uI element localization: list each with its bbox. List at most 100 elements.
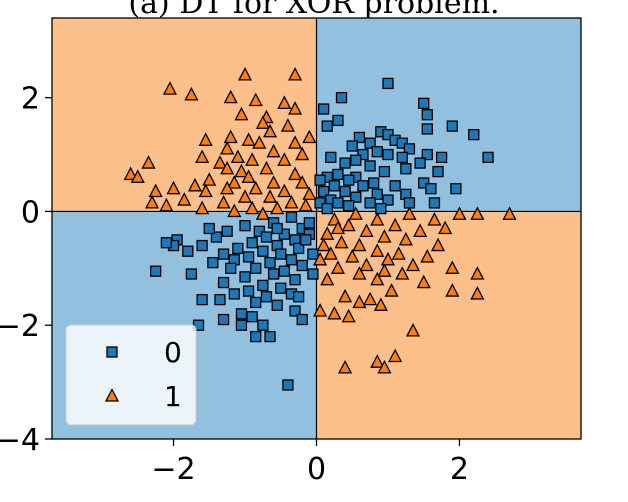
data-point-class-0 xyxy=(421,148,433,161)
data-point-class-0 xyxy=(228,288,240,300)
data-point-class-1 xyxy=(370,243,385,257)
data-point-class-1 xyxy=(405,323,421,337)
data-point-class-1 xyxy=(302,129,317,144)
series-1 xyxy=(123,66,517,374)
data-point-class-0 xyxy=(196,293,208,306)
data-point-class-1 xyxy=(187,177,203,192)
data-point-class-0 xyxy=(242,285,255,297)
data-point-class-0 xyxy=(203,222,215,235)
data-point-class-1 xyxy=(220,160,235,175)
x-tick-label: 0 xyxy=(307,452,326,487)
data-point-class-1 xyxy=(405,257,421,272)
data-point-class-1 xyxy=(438,220,453,235)
data-point-class-1 xyxy=(141,155,156,169)
data-point-class-1 xyxy=(234,163,249,178)
data-point-class-1 xyxy=(148,183,163,198)
data-point-class-0 xyxy=(403,143,416,155)
data-point-class-1 xyxy=(230,149,245,164)
data-point-class-0 xyxy=(296,259,308,272)
y-tick-label: 0 xyxy=(21,195,40,230)
data-point-class-0 xyxy=(332,168,344,181)
data-point-class-0 xyxy=(271,222,283,235)
data-point-class-0 xyxy=(343,174,355,186)
data-point-class-1 xyxy=(277,183,292,198)
data-point-class-0 xyxy=(275,248,287,260)
data-point-class-1 xyxy=(284,194,299,209)
data-point-class-0 xyxy=(335,91,348,104)
data-point-class-0 xyxy=(285,211,298,223)
data-point-class-0 xyxy=(468,128,480,141)
data-point-class-0 xyxy=(396,151,408,164)
data-point-class-0 xyxy=(389,180,401,192)
data-point-class-1 xyxy=(313,251,328,266)
data-point-class-1 xyxy=(345,249,360,263)
data-point-class-0 xyxy=(246,237,258,249)
data-point-class-0 xyxy=(300,234,312,246)
data-point-class-1 xyxy=(277,152,292,166)
data-point-class-1 xyxy=(295,175,310,189)
data-point-class-1 xyxy=(195,149,210,164)
data-point-class-1 xyxy=(416,274,431,289)
data-point-class-1 xyxy=(370,354,385,368)
data-point-class-1 xyxy=(237,66,253,81)
data-point-class-1 xyxy=(302,186,317,201)
data-point-class-1 xyxy=(320,271,335,286)
data-point-class-0 xyxy=(185,268,198,280)
data-point-class-1 xyxy=(159,197,174,212)
data-point-class-0 xyxy=(257,245,269,257)
decision-boundaries xyxy=(52,18,581,439)
data-point-class-0 xyxy=(296,313,308,326)
data-point-class-0 xyxy=(260,291,273,303)
data-point-class-0 xyxy=(235,308,248,320)
data-point-class-1 xyxy=(259,160,274,175)
data-point-class-1 xyxy=(295,146,310,161)
data-point-class-0 xyxy=(267,268,280,280)
data-point-class-0 xyxy=(418,97,430,109)
data-point-class-0 xyxy=(289,274,301,286)
data-point-class-0 xyxy=(414,157,426,169)
data-point-class-0 xyxy=(246,311,258,323)
data-point-class-0 xyxy=(250,296,262,309)
data-point-class-1 xyxy=(223,89,238,104)
x-tick-label: −2 xyxy=(151,452,195,487)
data-point-class-1 xyxy=(373,297,388,311)
data-point-class-0 xyxy=(264,330,276,343)
data-point-class-0 xyxy=(425,183,437,195)
data-point-class-1 xyxy=(377,359,392,374)
data-point-class-1 xyxy=(370,212,385,226)
data-point-class-1 xyxy=(248,92,263,107)
data-point-class-1 xyxy=(502,206,517,220)
data-point-class-0 xyxy=(339,157,351,169)
data-point-class-1 xyxy=(377,229,392,243)
data-point-class-1 xyxy=(470,286,485,300)
data-point-class-0 xyxy=(296,222,308,235)
data-point-class-0 xyxy=(418,177,430,189)
data-point-class-1 xyxy=(327,305,342,320)
data-point-class-1 xyxy=(248,180,263,195)
data-point-class-0 xyxy=(382,148,394,161)
data-point-class-0 xyxy=(375,202,387,215)
legend-label-1: 1 xyxy=(164,380,182,413)
data-point-class-1 xyxy=(262,189,278,203)
data-point-class-0 xyxy=(242,251,255,263)
data-point-class-0 xyxy=(357,148,369,161)
data-point-class-1 xyxy=(395,266,410,280)
data-point-class-0 xyxy=(450,183,462,195)
data-point-class-1 xyxy=(352,294,367,309)
data-point-class-1 xyxy=(227,203,242,218)
data-point-class-0 xyxy=(282,379,294,391)
data-point-class-0 xyxy=(371,146,383,158)
data-point-class-1 xyxy=(352,237,367,252)
legend: 01 xyxy=(65,324,197,426)
data-point-class-1 xyxy=(287,66,303,81)
data-point-class-0 xyxy=(382,128,394,141)
data-point-class-1 xyxy=(298,197,313,212)
data-point-class-1 xyxy=(320,226,335,240)
legend-label-0: 0 xyxy=(164,336,182,369)
data-point-class-1 xyxy=(352,266,367,280)
data-point-class-1 xyxy=(338,359,353,374)
data-point-class-0 xyxy=(378,165,391,178)
data-point-class-1 xyxy=(227,175,242,189)
data-point-class-0 xyxy=(196,239,208,252)
data-point-class-1 xyxy=(220,180,235,195)
